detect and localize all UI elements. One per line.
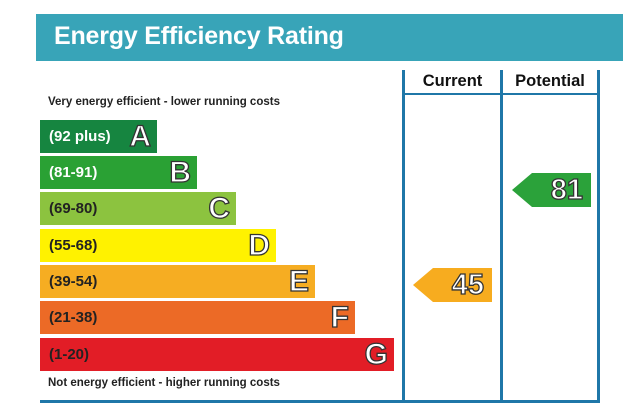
current-rating-arrow: 45: [413, 268, 492, 302]
bottom-caption: Not energy efficient - higher running co…: [48, 377, 280, 389]
arrow-shape-icon: [413, 268, 492, 302]
potential-column-header: Potential: [515, 72, 585, 90]
band-letter: D: [248, 228, 271, 262]
band-b: (81-91) B: [40, 155, 197, 190]
band-range-label: (69-80): [49, 200, 98, 217]
top-caption: Very energy efficient - lower running co…: [48, 96, 280, 108]
column-line-right: [597, 70, 600, 403]
band-range-label: (39-54): [49, 273, 98, 290]
band-letter: F: [330, 300, 350, 334]
band-letter: B: [169, 155, 192, 189]
chart-title: Energy Efficiency Rating: [54, 22, 344, 50]
current-column-header: Current: [422, 72, 483, 90]
column-line-middle: [500, 70, 503, 403]
title-bar: Energy Efficiency Rating: [36, 14, 623, 61]
potential-rating-value: 81: [550, 173, 584, 206]
band-range-label: (21-38): [49, 309, 98, 326]
band-letter: C: [208, 191, 231, 225]
band-range-label: (1-20): [49, 346, 90, 363]
band-range-label: (81-91): [49, 164, 98, 181]
band-letter: G: [364, 337, 389, 371]
bottom-border: [40, 400, 600, 403]
band-range-label: (92 plus): [49, 128, 111, 145]
band-f: (21-38) F: [40, 300, 355, 335]
band-a: (92 plus) A: [40, 119, 157, 154]
header-divider: [402, 93, 600, 95]
arrow-shape-icon: [512, 173, 591, 207]
band-e: (39-54) E: [40, 264, 315, 299]
column-line-left: [402, 70, 405, 403]
band-letter: A: [129, 119, 152, 153]
band-c: (69-80) C: [40, 191, 236, 226]
band-range-label: (55-68): [49, 237, 98, 254]
potential-rating-arrow: 81: [512, 173, 591, 207]
band-letter: E: [288, 264, 309, 298]
band-g: (1-20) G: [40, 337, 394, 372]
current-rating-value: 45: [451, 268, 485, 301]
band-d: (55-68) D: [40, 228, 276, 263]
